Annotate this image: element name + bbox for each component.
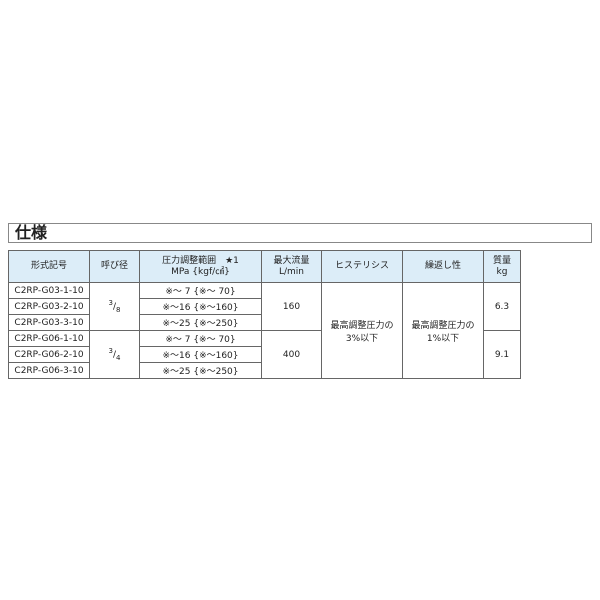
header-repeatability: 繰返し性: [402, 250, 484, 283]
header-model: 形式記号: [8, 250, 90, 283]
section-title: 仕様: [8, 223, 592, 243]
table-row: C2RP-G03-3-10 ※～25 {※～250}: [8, 314, 521, 331]
header-row: 形式記号 呼び径 圧力調整範囲 ★1 MPa {kgf/㎠} 最大流量 L/min …: [8, 250, 521, 283]
size-cell: 3/4: [89, 330, 140, 379]
range-cell: ※～ 7 {※～ 70}: [139, 282, 262, 299]
mass-cell: 6.3: [483, 282, 521, 331]
model-cell: C2RP-G06-1-10: [8, 330, 90, 347]
repeatability-cell: 最高調整圧力の 1%以下: [402, 282, 484, 379]
model-cell: C2RP-G06-3-10: [8, 362, 90, 379]
spec-table: 形式記号 呼び径 圧力調整範囲 ★1 MPa {kgf/㎠} 最大流量 L/min …: [8, 250, 521, 379]
header-flow: 最大流量 L/min: [261, 250, 322, 283]
flow-cell: 160: [261, 282, 322, 331]
range-cell: ※～16 {※～160}: [139, 298, 262, 315]
header-hysteresis: ヒステリシス: [321, 250, 403, 283]
hysteresis-cell: 最高調整圧力の 3%以下: [321, 282, 403, 379]
size-cell: 3/8: [89, 282, 140, 331]
model-cell: C2RP-G03-2-10: [8, 298, 90, 315]
range-cell: ※～25 {※～250}: [139, 362, 262, 379]
model-cell: C2RP-G06-2-10: [8, 346, 90, 363]
table-row: C2RP-G03-2-10 ※～16 {※～160}: [8, 298, 521, 315]
mass-cell: 9.1: [483, 330, 521, 379]
range-cell: ※～ 7 {※～ 70}: [139, 330, 262, 347]
range-cell: ※～16 {※～160}: [139, 346, 262, 363]
table-row: C2RP-G03-1-10 3/8 ※～ 7 {※～ 70} 160 最高調整圧…: [8, 282, 521, 379]
header-mass: 質量 kg: [483, 250, 521, 283]
flow-cell: 400: [261, 330, 322, 379]
range-cell: ※～25 {※～250}: [139, 314, 262, 331]
header-pressure: 圧力調整範囲 ★1 MPa {kgf/㎠}: [139, 250, 262, 283]
table-row: C2RP-G06-3-10 ※～25 {※～250}: [8, 362, 521, 379]
model-cell: C2RP-G03-3-10: [8, 314, 90, 331]
header-size: 呼び径: [89, 250, 140, 283]
model-cell: C2RP-G03-1-10: [8, 282, 90, 299]
